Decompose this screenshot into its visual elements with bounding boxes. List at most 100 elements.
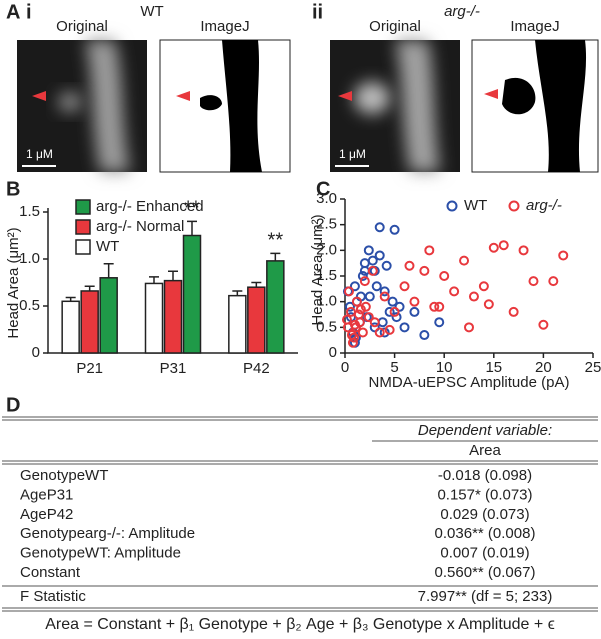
- image-title: Original: [56, 18, 108, 35]
- legend-swatch: [75, 219, 91, 235]
- scatter-point: [351, 296, 362, 307]
- scatter-point: [394, 301, 405, 312]
- y-tick-label: 1.0: [316, 293, 337, 310]
- bar: [163, 279, 183, 354]
- scatter-point: [384, 324, 395, 335]
- equation: Area = Constant + β₁ Genotype + β₂ Age +…: [45, 616, 555, 633]
- y-axis-label: Head Area (μm²): [309, 214, 326, 325]
- table-value: 0.036** (0.008): [435, 525, 536, 542]
- scatter-point: [434, 301, 445, 312]
- bar: [61, 300, 80, 354]
- scatter-point: [371, 281, 382, 292]
- scatter-point: [518, 245, 529, 256]
- scatter-point: [353, 309, 364, 320]
- y-tick-label: 0.5: [19, 297, 40, 314]
- error-bar: [187, 220, 197, 236]
- bar: [144, 282, 164, 354]
- error-bar: [168, 270, 178, 281]
- scatter-point: [464, 322, 474, 333]
- scatter-point: [379, 327, 390, 338]
- scale-bar-label: 1 μM: [26, 147, 53, 161]
- panel-label: B: [6, 178, 20, 200]
- scatter-point: [508, 306, 519, 317]
- error-bar: [103, 262, 114, 278]
- scatter-point: [381, 260, 392, 271]
- scatter-point: [349, 319, 360, 330]
- scatter-point: [369, 322, 380, 333]
- scatter-point: [367, 255, 378, 266]
- axis-line: [47, 208, 298, 354]
- bar: [228, 294, 247, 354]
- legend-swatch: [75, 199, 91, 215]
- scatter-point: [355, 304, 366, 315]
- axis-line: [344, 199, 593, 354]
- scatter-point: [419, 330, 430, 341]
- y-tick-label: 0.5: [316, 318, 337, 335]
- table-header: Dependent variable:: [418, 422, 552, 439]
- x-tick-label: 5: [390, 359, 398, 376]
- scatter-point: [558, 250, 569, 261]
- scatter-point: [429, 301, 440, 312]
- scatter-point: [419, 265, 430, 276]
- scatter-point: [384, 306, 395, 317]
- legend-swatch: [75, 239, 91, 255]
- table-label: Genotypearg-/-: Amplitude: [20, 525, 195, 542]
- y-axis-label: Head Area (μm²): [5, 227, 22, 338]
- panel-label: A: [6, 1, 20, 23]
- legend-label: WT: [96, 238, 119, 255]
- error-bar: [251, 281, 262, 288]
- panel-numeral: ii: [312, 1, 323, 23]
- significance: **: [184, 198, 200, 220]
- table-value: 0.029 (0.073): [440, 506, 529, 523]
- table-label: GenotypeWT: Amplitude: [20, 545, 181, 562]
- significance: **: [268, 230, 284, 252]
- scatter-point: [478, 281, 489, 292]
- x-tick-label: P31: [160, 360, 187, 377]
- table-label: AgeP31: [20, 486, 73, 503]
- scatter-point: [488, 242, 499, 253]
- scatter-point: [357, 327, 368, 338]
- table-label: AgeP42: [20, 506, 73, 523]
- table-label: Constant: [20, 564, 81, 581]
- scatter-point: [449, 286, 460, 297]
- scatter-point: [483, 299, 494, 310]
- scatter-point: [359, 276, 370, 287]
- table-header: Area: [469, 442, 501, 459]
- scatter-point: [528, 276, 539, 287]
- y-tick-label: 0: [32, 344, 40, 361]
- scatter-point: [369, 317, 380, 328]
- scatter-point: [439, 271, 450, 281]
- scatter-point: [424, 245, 435, 256]
- scatter-point: [357, 271, 368, 281]
- segmentation: [159, 39, 291, 173]
- image-title: Original: [369, 18, 421, 35]
- scatter-point: [363, 245, 374, 256]
- panel-numeral: i: [26, 1, 32, 23]
- x-tick-label: P42: [243, 360, 270, 377]
- scatter-point: [399, 281, 410, 292]
- x-axis-label: NMDA-uEPSC Amplitude (pA): [369, 374, 570, 391]
- scatter-point: [364, 291, 375, 302]
- table-label: GenotypeWT: [20, 467, 108, 484]
- scatter-point: [374, 327, 385, 338]
- table-value: 0.007 (0.019): [440, 545, 529, 562]
- legend-marker: [508, 200, 520, 212]
- scatter-point: [341, 314, 352, 325]
- x-tick-label: 10: [436, 359, 453, 376]
- table-label: F Statistic: [20, 588, 86, 605]
- bar: [80, 290, 99, 354]
- x-tick-label: 15: [485, 359, 502, 376]
- error-bar: [232, 290, 243, 296]
- segmentation: [471, 39, 599, 173]
- micrograph: [17, 40, 147, 172]
- scatter-point: [387, 296, 398, 307]
- scatter-point: [389, 306, 400, 317]
- legend-label: WT: [464, 197, 487, 214]
- table-value: 7.997** (df = 5; 233): [418, 588, 553, 605]
- scatter-point: [374, 222, 385, 233]
- x-tick-label: 20: [535, 359, 552, 376]
- scatter-point: [359, 258, 370, 269]
- scatter-point: [349, 281, 360, 292]
- y-tick-label: 2.0: [316, 241, 337, 258]
